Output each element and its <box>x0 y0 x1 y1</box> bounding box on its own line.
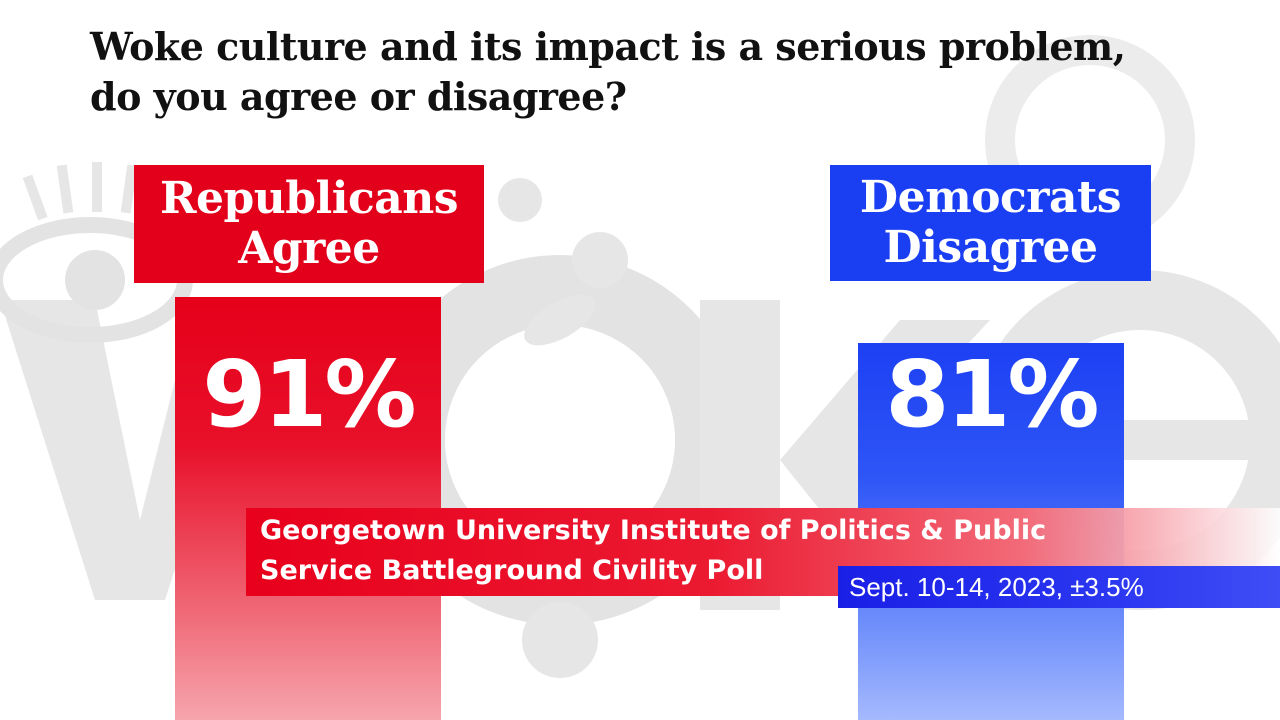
republicans-label-line-1: Republicans <box>159 173 459 224</box>
republicans-label-line-2: Agree <box>238 223 380 274</box>
republicans-label: Republicans Agree <box>134 165 484 283</box>
democrats-value-label: 81% <box>885 341 1099 448</box>
democrats-label-line-2: Disagree <box>883 222 1098 273</box>
democrats-label-line-1: Democrats <box>859 172 1122 223</box>
question-line-1: Woke culture and its impact is a serious… <box>90 24 1126 69</box>
source-line-2: Service Battleground Civility Poll <box>260 555 764 586</box>
question-title: Woke culture and its impact is a serious… <box>90 22 1190 122</box>
republicans-value-label: 91% <box>202 341 416 448</box>
source-line-1: Georgetown University Institute of Polit… <box>260 515 1047 546</box>
question-line-2: do you agree or disagree? <box>90 74 627 119</box>
poll-dates-margin: Sept. 10-14, 2023, ±3.5% <box>838 566 1280 608</box>
democrats-label: Democrats Disagree <box>830 165 1151 281</box>
